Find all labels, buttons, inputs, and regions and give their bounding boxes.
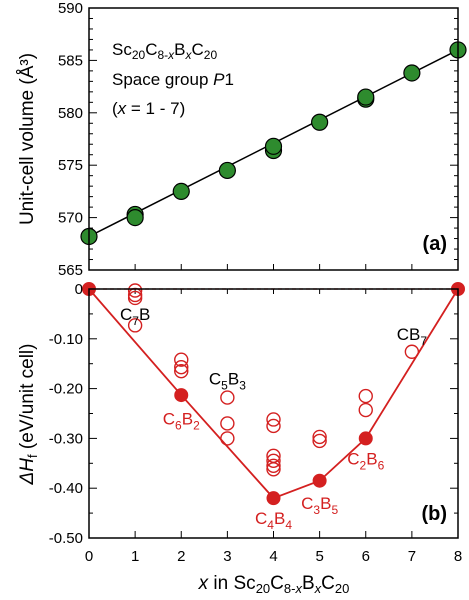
panel-b-label: (b) (421, 503, 447, 525)
x-tick-label: 2 (177, 548, 185, 565)
x-tick-label: 1 (131, 548, 139, 565)
open-point (266, 458, 281, 473)
volume-points (80, 41, 467, 246)
panel-b-y-tick-label: -0.30 (49, 430, 83, 447)
open-point (266, 453, 281, 469)
open-point (358, 388, 373, 404)
volume-point (126, 209, 144, 227)
x-tick-label: 7 (408, 548, 416, 565)
panel-a-y-tick-labels: 565 570 575 580 585 590 (58, 0, 83, 279)
panel-b-frame (88, 288, 459, 539)
volume-point (172, 182, 190, 200)
hull-point (312, 473, 327, 488)
panel-a-y-tick-label: 580 (58, 105, 83, 122)
volume-point (357, 88, 375, 106)
open-point (266, 462, 281, 477)
x-range-annotation: (x = 1 - 7) (112, 99, 185, 118)
volume-point (218, 161, 236, 180)
panel-b-y-tick-label: -0.20 (49, 381, 83, 398)
space-group-annotation: Space group P1 (112, 70, 234, 89)
open-point (312, 429, 327, 445)
panel-b-y-tick-labels: 0 -0.10 -0.20 -0.30 -0.40 -0.50 (49, 281, 83, 547)
x-axis-label: x in Sc20C8-xBxC20 (198, 573, 350, 596)
x-tick-label: 8 (454, 548, 462, 565)
open-point (220, 416, 235, 431)
open-points (127, 283, 420, 477)
x-tick-label: 4 (269, 548, 277, 565)
volume-point (264, 137, 283, 155)
open-point (404, 344, 420, 359)
x-tick-label: 0 (85, 548, 93, 565)
panel-a-y-axis-label: Unit-cell volume (Å³) (17, 53, 38, 225)
open-point (174, 363, 189, 379)
hull-point (174, 388, 189, 403)
composition-label: C4B4 (255, 509, 292, 532)
composition-label: CB7 (397, 325, 428, 348)
composition-labels: C7B C6B2 C5B3 C4B4 C3B5 C2B6 CB7 (120, 305, 427, 532)
composition-label: C6B2 (163, 409, 200, 432)
x-tick-labels: 0 1 2 3 4 5 6 7 8 (85, 548, 462, 565)
panel-b-y-tick-label: -0.40 (49, 480, 83, 497)
volume-point (403, 64, 421, 82)
open-point (220, 431, 235, 446)
open-point (266, 418, 281, 434)
composition-label: C3B5 (301, 494, 338, 517)
open-point (127, 290, 143, 306)
panel-a-y-tick-label: 565 (58, 262, 83, 279)
formula-annotation: Sc20C8-xBxC20 (112, 40, 217, 62)
x-tick-label: 6 (362, 548, 370, 565)
panel-a-y-tick-label: 585 (58, 52, 83, 69)
composition-label: C5B3 (209, 370, 246, 393)
open-point (266, 412, 281, 427)
open-point (358, 402, 373, 418)
hull-point (358, 431, 373, 446)
hull-point (266, 491, 281, 506)
open-point (220, 390, 235, 405)
panel-a-y-tick-label: 570 (58, 210, 83, 227)
open-point (174, 359, 189, 375)
panel-a-label: (a) (423, 233, 447, 255)
panel-b-y-tick-label: -0.50 (49, 530, 83, 547)
open-point (127, 283, 143, 298)
panel-b-y-axis-label: ΔHf (eV/unit cell) (17, 344, 40, 486)
panel-b: C7B C6B2 C5B3 C4B4 C3B5 C2B6 CB7 0 -0.10 -0.20 -0… (17, 281, 465, 596)
panel-b-y-tick-label: -0.10 (49, 331, 83, 348)
panel-a: 565 570 575 580 585 590 Unit-cell volume (Å³)… (17, 0, 467, 279)
panel-a-y-tick-label: 575 (58, 157, 83, 174)
open-point (174, 352, 189, 367)
open-point (312, 433, 327, 449)
x-tick-label: 3 (223, 548, 231, 565)
open-point (127, 318, 143, 333)
panel-a-frame (88, 7, 459, 271)
panel-b-y-tick-label: 0 (75, 281, 83, 298)
composition-label: C7B (120, 305, 150, 328)
volume-point (311, 113, 329, 131)
x-tick-label: 5 (315, 548, 323, 565)
panel-a-y-tick-label: 590 (58, 0, 83, 17)
convex-hull-line (88, 288, 459, 500)
composition-label: C2B6 (347, 449, 384, 472)
